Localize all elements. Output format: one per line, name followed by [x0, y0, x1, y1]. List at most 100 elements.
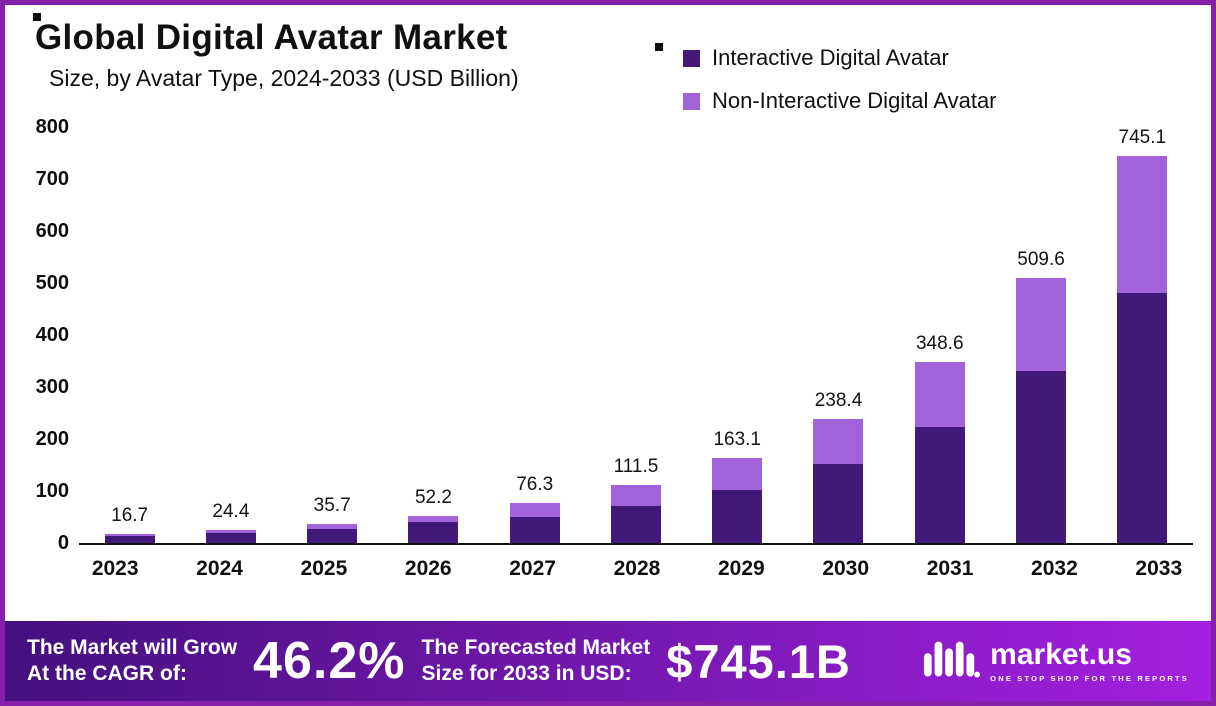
y-axis-tick: 300	[35, 376, 69, 398]
title-decor-square	[33, 13, 41, 21]
marketus-logo-textblock: market.us ONE STOP SHOP FOR THE REPORTS	[990, 639, 1189, 683]
segment-non-interactive	[1117, 155, 1168, 294]
legend-swatch-interactive	[683, 49, 700, 67]
stacked-bar	[712, 458, 763, 543]
chart-plot-area: 0 100 200 300 400 500 600 700 800 16.7 24.4 35.7 52…	[21, 116, 1193, 554]
bar-total-label: 111.5	[613, 456, 659, 478]
segment-non-interactive	[813, 419, 864, 464]
segment-non-interactive	[610, 485, 661, 507]
segment-interactive	[1016, 371, 1067, 543]
stacked-bar	[509, 503, 560, 543]
x-axis-label: 2033	[1135, 557, 1183, 580]
legend-item-non-interactive: Non-Interactive Digital Avatar	[683, 88, 997, 114]
forecast-label-line2: Size for 2033 in USD:	[421, 662, 632, 685]
footer-banner: The Market will Grow At the CAGR of: 46.…	[5, 621, 1211, 701]
stacked-bar	[408, 515, 459, 543]
y-axis-tick: 100	[35, 480, 69, 502]
bar-column: 509.6	[990, 127, 1091, 543]
marketus-logo-tagline: ONE STOP SHOP FOR THE REPORTS	[990, 673, 1189, 683]
bar-column: 745.1	[1092, 127, 1193, 543]
bar-column: 238.4	[788, 127, 889, 543]
segment-interactive	[712, 489, 763, 543]
bar-total-label: 509.6	[1017, 249, 1065, 271]
y-axis-tick: 0	[57, 532, 69, 554]
y-axis-tick: 700	[35, 168, 69, 190]
x-axis-label: 2030	[822, 557, 870, 580]
bar-column: 35.7	[282, 127, 383, 543]
segment-interactive	[1117, 293, 1168, 543]
stacked-bar	[610, 485, 661, 543]
plot-region: 16.7 24.4 35.7 52.2 76.3 111.5 163.1 238.4 348.6…	[79, 127, 1193, 545]
segment-non-interactive	[307, 524, 358, 529]
x-axis-label: 2024	[196, 557, 243, 580]
x-axis-label: 2028	[613, 557, 661, 580]
chart-header: Global Digital Avatar Market Size, by Av…	[5, 5, 1211, 113]
segment-non-interactive	[914, 361, 965, 427]
cagr-label-line2: At the CAGR of:	[27, 662, 187, 685]
legend-swatch-non-interactive	[683, 92, 700, 110]
stacked-bar	[205, 530, 256, 543]
segment-non-interactive	[408, 515, 459, 523]
segment-interactive	[813, 463, 864, 543]
x-axis-label: 2027	[509, 557, 556, 580]
marketus-logo-icon	[924, 641, 981, 678]
cagr-label: The Market will Grow At the CAGR of:	[27, 635, 237, 688]
stacked-bar	[1117, 155, 1168, 543]
x-axis-label: 2026	[404, 557, 452, 580]
bar-total-label: 348.6	[915, 332, 964, 354]
stacked-bar	[813, 419, 864, 543]
segment-interactive	[104, 535, 155, 543]
x-axis-label: 2023	[91, 557, 139, 580]
x-axis-label: 2031	[926, 557, 974, 580]
bar-total-label: 76.3	[516, 474, 554, 496]
y-axis-tick: 800	[35, 116, 69, 138]
y-axis-tick: 600	[35, 220, 69, 242]
x-axis-baseline	[79, 543, 1193, 545]
title-decor-square	[655, 43, 663, 51]
bar-total-label: 16.7	[111, 505, 149, 527]
bar-column: 24.4	[180, 127, 281, 543]
legend-label: Non-Interactive Digital Avatar	[712, 88, 997, 113]
chart-legend: Interactive Digital Avatar Non-Interacti…	[683, 45, 997, 114]
bar-total-label: 745.1	[1118, 126, 1167, 148]
segment-interactive	[914, 426, 965, 543]
x-axis-labels: 2023 2024 2025 2026 2027 2028 2029 2030 2031 2032…	[63, 545, 1211, 581]
bar-column: 52.2	[383, 127, 484, 543]
stacked-bar	[1016, 278, 1067, 543]
forecast-label-line1: The Forecasted Market	[421, 635, 651, 659]
bar-total-label: 35.7	[313, 495, 351, 517]
bar-total-label: 238.4	[814, 390, 863, 412]
chart-subtitle: Size, by Avatar Type, 2024-2033 (USD Bil…	[49, 64, 519, 91]
segment-interactive	[509, 517, 560, 543]
stacked-bar	[104, 534, 155, 543]
x-axis-label: 2032	[1031, 557, 1078, 580]
segment-non-interactive	[104, 534, 155, 536]
segment-non-interactive	[712, 458, 763, 490]
bar-total-label: 52.2	[414, 486, 452, 508]
y-axis: 0 100 200 300 400 500 600 700 800	[21, 116, 79, 554]
segment-non-interactive	[205, 530, 256, 533]
y-axis-tick: 200	[35, 428, 69, 450]
segment-non-interactive	[1016, 278, 1067, 372]
segment-interactive	[610, 506, 661, 543]
segment-interactive	[205, 532, 256, 543]
bar-column: 348.6	[889, 127, 990, 543]
stacked-bar	[307, 524, 358, 543]
cagr-label-line1: The Market will Grow	[27, 635, 238, 659]
bar-column: 16.7	[79, 127, 180, 543]
legend-item-interactive: Interactive Digital Avatar	[683, 45, 997, 71]
x-axis-label: 2025	[300, 557, 348, 580]
chart-title: Global Digital Avatar Market	[35, 18, 508, 57]
bar-series: 16.7 24.4 35.7 52.2 76.3 111.5 163.1 238.4 348.6…	[79, 127, 1193, 543]
segment-interactive	[307, 528, 358, 543]
bar-column: 163.1	[687, 127, 788, 543]
cagr-value: 46.2%	[253, 632, 406, 690]
y-axis-tick: 400	[35, 324, 69, 346]
forecast-label: The Forecasted Market Size for 2033 in U…	[422, 635, 651, 688]
segment-non-interactive	[509, 503, 560, 517]
bar-total-label: 24.4	[212, 501, 250, 523]
forecast-value: $745.1B	[666, 634, 851, 688]
bar-total-label: 163.1	[713, 429, 761, 451]
bar-column: 111.5	[585, 127, 686, 543]
